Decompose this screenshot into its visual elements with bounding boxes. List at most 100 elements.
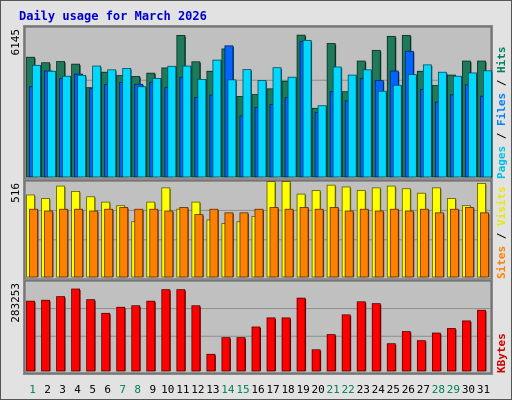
bar-pages-28 <box>437 71 447 178</box>
x-tick-label: 20 <box>312 383 325 396</box>
bar-sites-17 <box>269 207 279 278</box>
panel-hits_files_pages: 6145 Pages / Files / Hits <box>9 25 508 181</box>
x-tick-label: 9 <box>149 383 156 396</box>
bar-sites-31 <box>480 212 489 278</box>
right-label-separator: / <box>495 226 508 246</box>
x-tick-label: 19 <box>296 383 309 396</box>
x-tick-label: 22 <box>342 383 355 396</box>
bar-kbytes-28 <box>431 332 441 372</box>
bar-pages-20 <box>317 105 327 178</box>
bar-kbytes-1 <box>26 300 35 372</box>
bar-sites-7 <box>119 207 129 278</box>
panel-right-label: Pages / Files / Hits <box>495 47 508 180</box>
bar-kbytes-2 <box>41 299 50 372</box>
bar-pages-30 <box>468 72 477 178</box>
x-tick-label: 13 <box>206 383 219 396</box>
bar-kbytes-30 <box>462 320 471 372</box>
bar-pages-1 <box>32 64 41 178</box>
panel-kbytes: 283253 KBytes <box>9 279 508 375</box>
bar-kbytes-15 <box>236 337 246 372</box>
bar-sites-23 <box>359 208 369 278</box>
bar-kbytes-10 <box>161 289 171 372</box>
bar-pages-15 <box>242 69 252 178</box>
bar-pages-7 <box>122 68 132 178</box>
bar-sites-30 <box>465 207 474 278</box>
bar-pages-29 <box>453 75 462 178</box>
bar-sites-19 <box>299 207 309 278</box>
x-tick-label: 27 <box>417 383 430 396</box>
ymax-label: 6145 <box>9 29 22 56</box>
chart-title: Daily usage for March 2026 <box>19 9 207 23</box>
x-tick-label: 10 <box>161 383 174 396</box>
bar-pages-14 <box>227 79 237 178</box>
x-tick-label: 25 <box>387 383 400 396</box>
bar-pages-2 <box>47 70 56 178</box>
x-tick-label: 18 <box>281 383 294 396</box>
x-tick-label: 28 <box>432 383 445 396</box>
bar-sites-20 <box>314 208 324 278</box>
bar-sites-9 <box>149 208 159 278</box>
right-label-part: Sites <box>495 246 508 279</box>
x-tick-label: 30 <box>462 383 475 396</box>
bar-kbytes-7 <box>116 306 126 372</box>
bar-pages-21 <box>332 66 342 178</box>
bar-kbytes-4 <box>71 288 80 372</box>
bar-sites-26 <box>404 210 414 278</box>
x-tick-label: 1 <box>29 383 36 396</box>
x-tick-label: 26 <box>402 383 415 396</box>
right-label-part: Pages <box>495 146 508 179</box>
bar-kbytes-29 <box>447 328 456 372</box>
x-tick-label: 23 <box>357 383 370 396</box>
x-tick-label: 15 <box>236 383 249 396</box>
bar-sites-13 <box>209 208 219 278</box>
bar-pages-9 <box>152 77 162 178</box>
bar-kbytes-11 <box>176 289 186 372</box>
bar-pages-25 <box>392 84 402 178</box>
right-label-separator: / <box>495 73 508 93</box>
bar-pages-26 <box>407 74 417 178</box>
bar-sites-10 <box>164 210 174 278</box>
panel-visits_sites: 516 Sites / Visits <box>9 179 508 281</box>
bar-kbytes-9 <box>146 300 156 372</box>
x-tick-label: 11 <box>176 383 189 396</box>
bar-sites-4 <box>74 208 83 278</box>
bar-kbytes-26 <box>401 331 411 372</box>
bar-pages-10 <box>167 65 177 178</box>
bar-sites-3 <box>59 208 68 278</box>
panel-right-label: KBytes <box>495 333 508 373</box>
bar-kbytes-25 <box>386 343 396 372</box>
bar-pages-4 <box>77 74 86 178</box>
bar-kbytes-31 <box>477 309 486 372</box>
bar-pages-19 <box>302 39 312 178</box>
right-label-part: KBytes <box>495 333 508 373</box>
bar-sites-18 <box>284 208 294 278</box>
panel-right-label: Sites / Visits <box>495 186 508 279</box>
bar-sites-27 <box>419 208 429 278</box>
bar-sites-28 <box>434 212 444 278</box>
x-tick-label: 31 <box>477 383 490 396</box>
bar-pages-24 <box>377 90 387 178</box>
x-tick-label: 16 <box>251 383 264 396</box>
bar-sites-25 <box>389 208 399 278</box>
bar-kbytes-3 <box>56 296 65 372</box>
bar-pages-27 <box>422 64 432 178</box>
bar-pages-23 <box>362 69 372 178</box>
bar-kbytes-16 <box>251 326 261 372</box>
x-tick-label: 6 <box>104 383 111 396</box>
right-label-part: Hits <box>495 47 508 74</box>
bar-sites-14 <box>224 212 234 278</box>
bar-pages-31 <box>483 70 492 178</box>
bar-pages-12 <box>197 78 207 178</box>
bar-pages-17 <box>272 67 282 178</box>
bar-sites-8 <box>134 208 144 278</box>
ymax-label: 516 <box>9 183 22 203</box>
bar-kbytes-19 <box>296 297 306 372</box>
bar-sites-15 <box>239 212 249 278</box>
bar-sites-29 <box>450 208 459 278</box>
bar-sites-2 <box>44 210 53 278</box>
bar-sites-12 <box>194 214 204 278</box>
bar-sites-22 <box>344 210 354 278</box>
x-tick-label: 7 <box>119 383 126 396</box>
bar-kbytes-21 <box>326 334 336 372</box>
